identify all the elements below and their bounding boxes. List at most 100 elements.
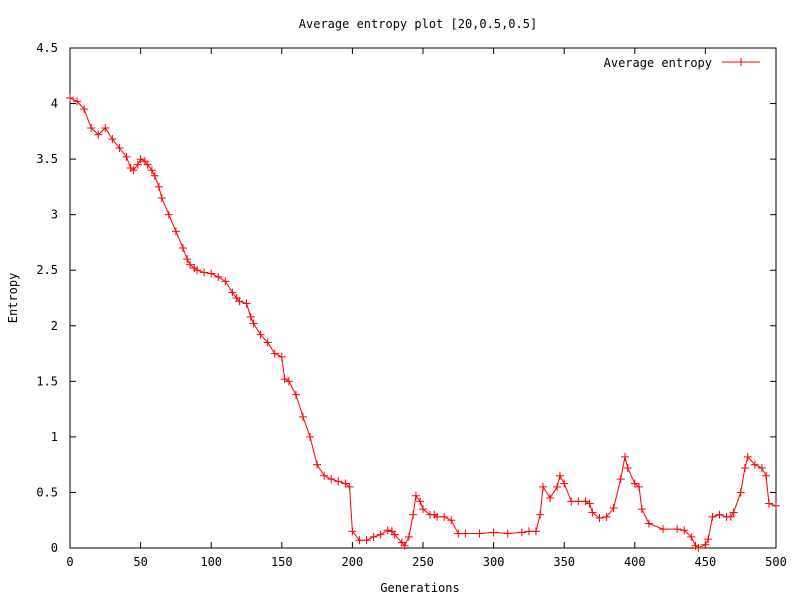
data-point-marker [87, 124, 96, 132]
data-point-marker [136, 155, 145, 164]
data-point-marker [284, 377, 293, 386]
data-point-marker [348, 527, 357, 536]
x-tick-label: 200 [342, 555, 364, 569]
data-point-marker [345, 482, 354, 491]
data-point-marker [673, 525, 682, 534]
data-point-marker [355, 536, 364, 545]
chart-title: Average entropy plot [20,0.5,0.5] [299, 17, 537, 31]
data-point-marker [475, 529, 484, 538]
data-point-marker [246, 312, 255, 321]
data-point-marker [404, 532, 413, 541]
data-point-marker [585, 499, 594, 508]
data-point-marker [73, 97, 82, 106]
data-point-marker [416, 497, 425, 506]
data-point-marker [409, 510, 418, 519]
data-point-marker [536, 510, 545, 519]
data-point-marker [757, 464, 766, 472]
data-point-marker [708, 512, 717, 521]
data-point-marker [454, 529, 463, 538]
data-point-marker [581, 497, 590, 506]
data-point-marker [609, 504, 618, 512]
data-point-marker [616, 475, 625, 484]
data-point-marker [157, 194, 166, 202]
data-point-marker [440, 512, 449, 521]
x-tick-label: 500 [765, 555, 787, 569]
data-point-marker [242, 299, 251, 308]
x-tick-label: 350 [553, 555, 575, 569]
data-point-marker [263, 338, 272, 347]
data-point-marker [80, 105, 89, 114]
data-point-marker [327, 475, 336, 484]
data-point-marker [659, 525, 668, 534]
data-point-marker [433, 512, 442, 521]
data-point-marker [750, 460, 759, 469]
y-tick-label: 2 [51, 319, 58, 333]
data-point-marker [762, 471, 771, 480]
data-point-marker [517, 528, 526, 537]
y-axis-label: Entropy [6, 273, 20, 324]
data-point-marker [630, 479, 639, 488]
data-point-marker [539, 482, 548, 491]
data-point-marker [66, 94, 74, 102]
data-point-marker [334, 477, 343, 486]
data-point-marker [740, 464, 749, 472]
y-tick-label: 2.5 [36, 263, 58, 277]
data-point-marker [178, 244, 187, 252]
y-tick-label: 0 [51, 541, 58, 555]
data-point-marker [736, 488, 745, 497]
data-point-marker [503, 529, 512, 538]
data-point-marker [291, 390, 300, 399]
data-point-marker [101, 124, 110, 132]
data-point-marker [680, 526, 689, 535]
data-point-marker [400, 541, 409, 550]
data-point-marker [419, 505, 427, 514]
data-point-marker [553, 482, 562, 491]
x-tick-label: 50 [133, 555, 147, 569]
data-point-marker [270, 349, 279, 358]
data-point-marker [635, 482, 644, 491]
data-point-marker [729, 508, 738, 517]
data-point-marker [183, 255, 192, 264]
data-point-marker [228, 288, 237, 297]
ticks-layer: 0 50 100 150 200 250 300 350 400 450 500 0 0.5 1 1.5 2 2… [36, 41, 787, 569]
data-point-marker [764, 499, 773, 508]
data-point-marker [256, 330, 265, 339]
data-point-marker [524, 527, 533, 536]
data-point-marker [186, 260, 195, 269]
data-point-marker [369, 532, 378, 541]
data-point-marker [147, 166, 156, 175]
x-tick-label: 450 [695, 555, 717, 569]
data-point-marker [555, 471, 564, 480]
data-point-marker [154, 182, 163, 191]
legend-marker-sample [737, 58, 745, 66]
data-point-marker [235, 297, 244, 306]
data-point-marker [715, 510, 724, 519]
x-tick-label: 150 [271, 555, 293, 569]
data-point-marker [200, 268, 209, 277]
data-point-marker [687, 532, 696, 541]
data-point-marker [726, 512, 735, 521]
data-point-marker [341, 479, 350, 488]
y-tick-label: 4 [51, 97, 58, 111]
data-point-marker [108, 135, 117, 144]
data-point-marker [411, 491, 420, 500]
x-tick-label: 250 [412, 555, 434, 569]
data-point-marker [133, 160, 142, 169]
data-point-marker [129, 166, 138, 175]
series-layer [66, 94, 780, 552]
data-point-marker [772, 501, 780, 510]
data-point-marker [313, 460, 322, 469]
data-point-marker [694, 544, 703, 552]
y-tick-label: 4.5 [36, 41, 58, 55]
data-point-marker [306, 432, 315, 441]
data-point-marker [214, 272, 223, 281]
data-point-marker [743, 452, 752, 461]
x-tick-label: 300 [483, 555, 505, 569]
series-line [69, 97, 777, 549]
y-tick-label: 3 [51, 208, 58, 222]
data-point-marker [644, 519, 653, 528]
y-tick-label: 3.5 [36, 152, 58, 166]
data-point-marker [531, 527, 540, 536]
data-point-marker [277, 352, 286, 361]
